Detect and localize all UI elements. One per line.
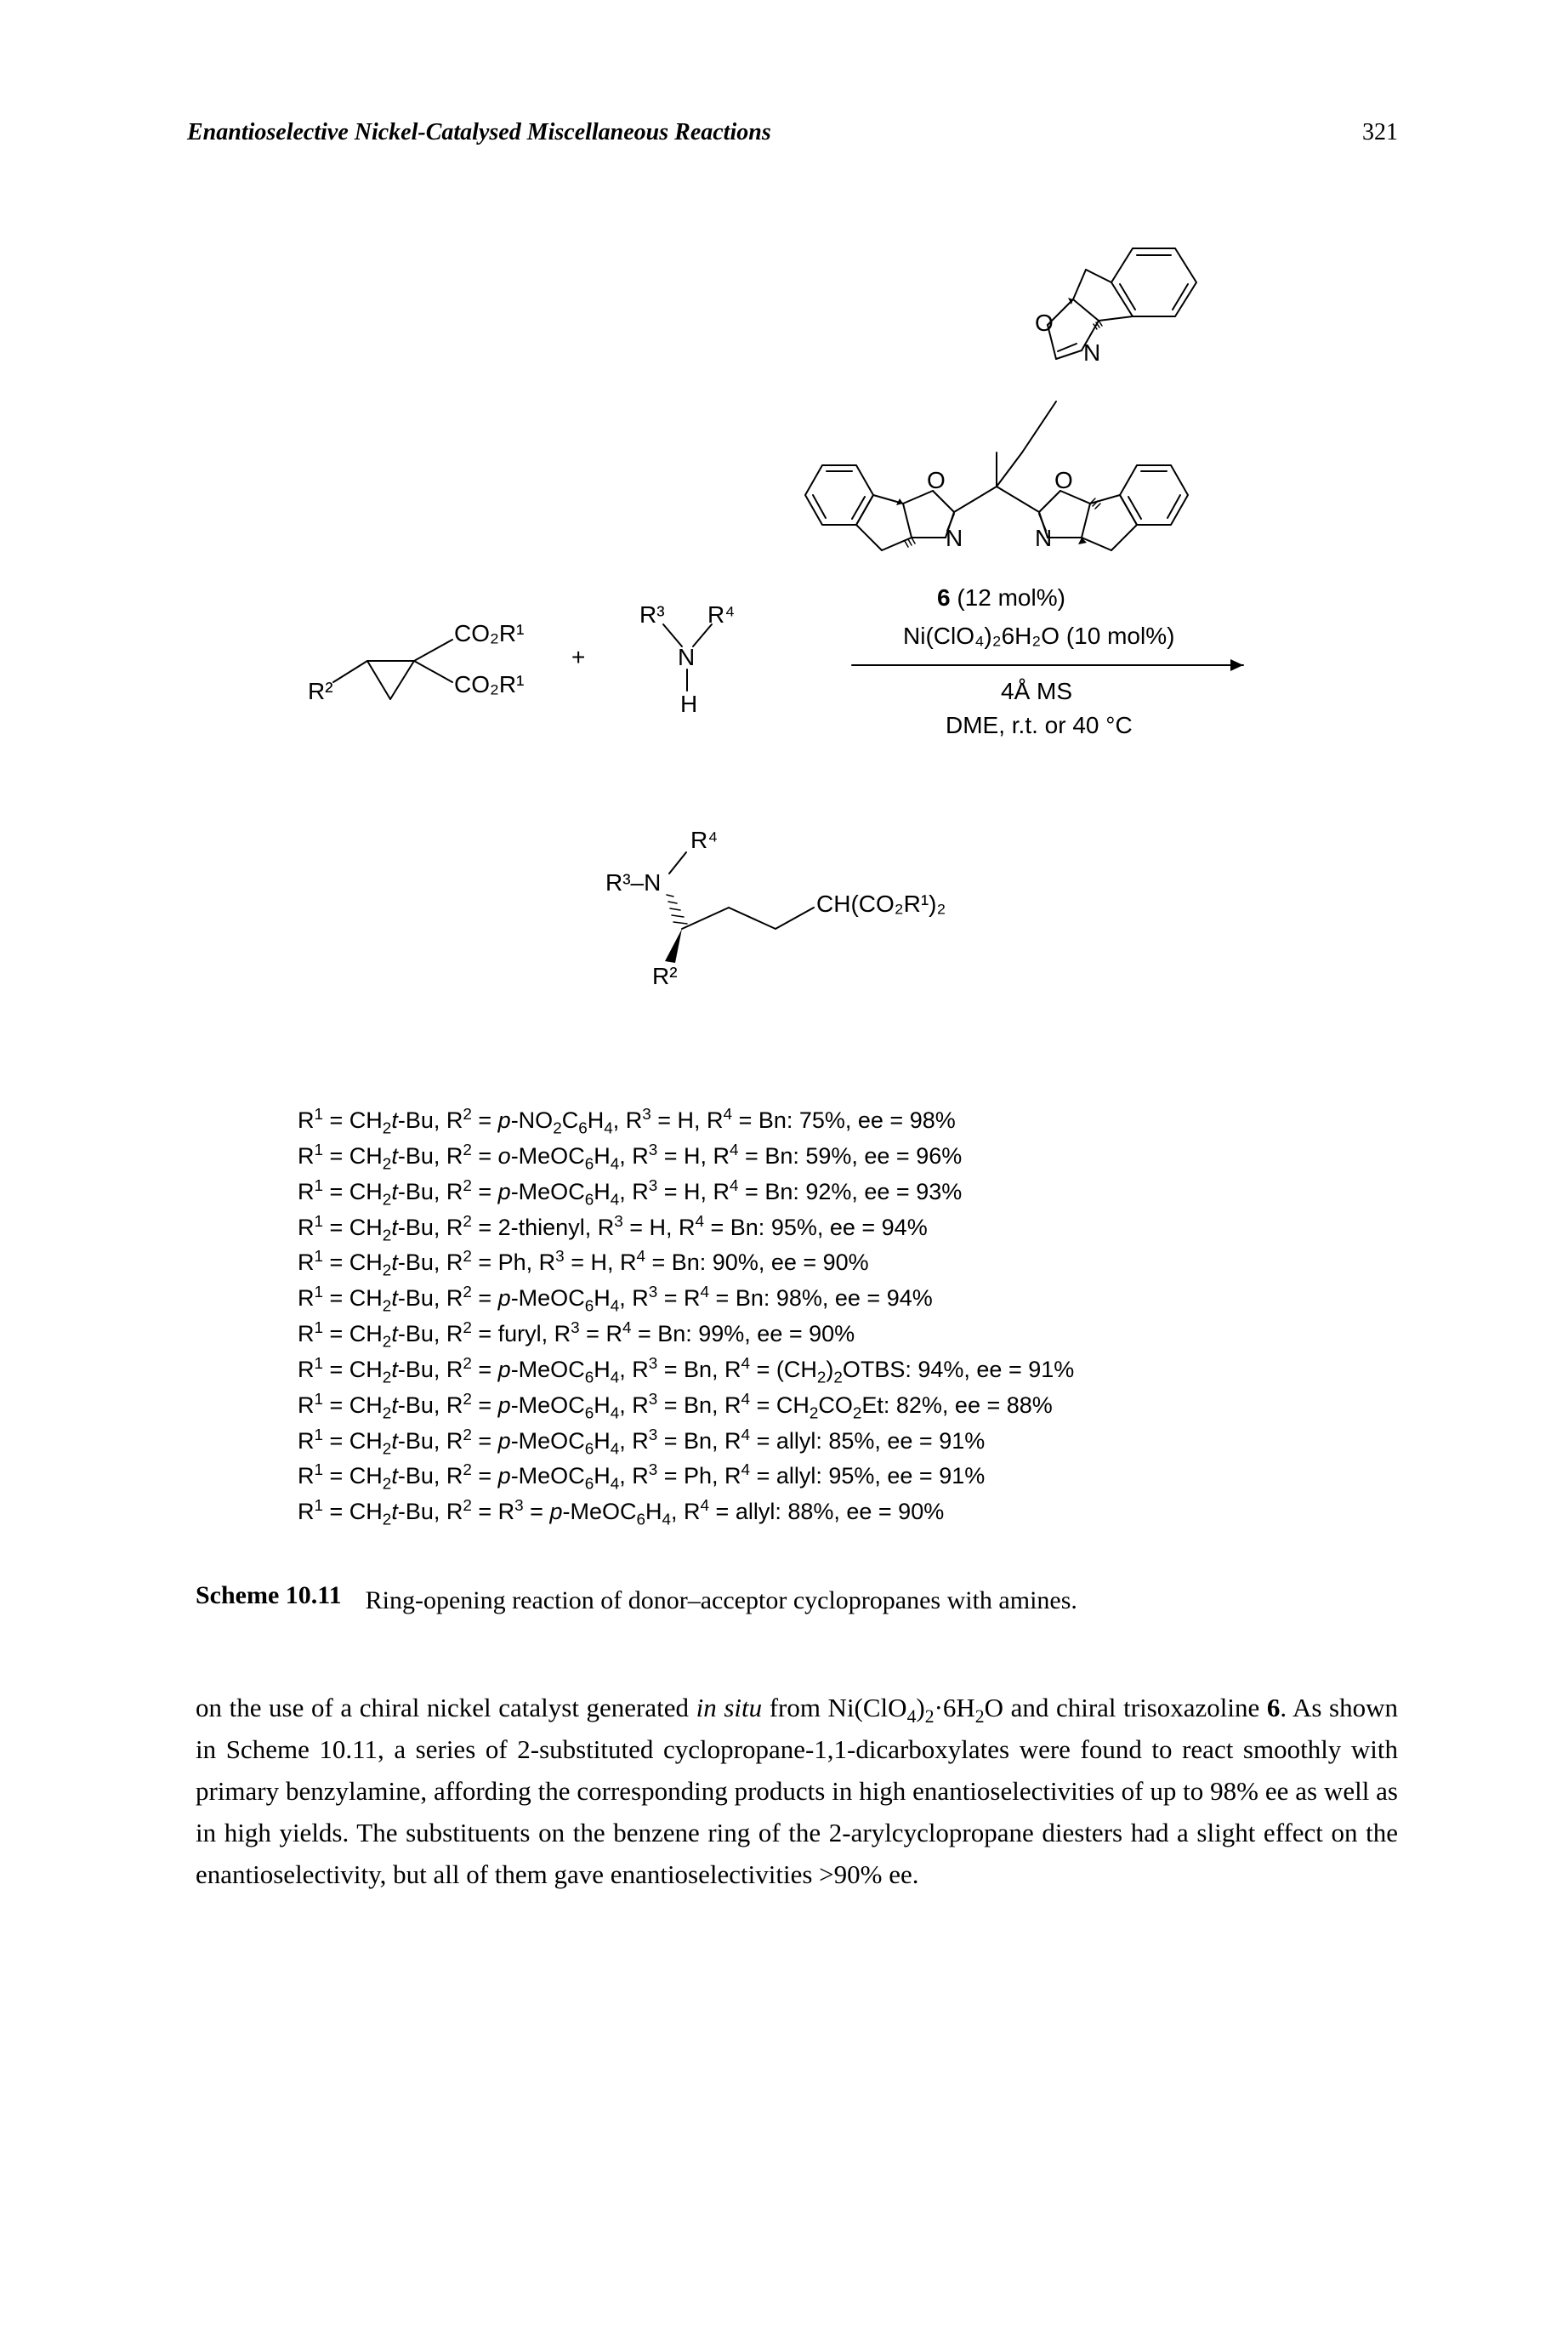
svg-text:6 (12 mol%): 6 (12 mol%) bbox=[937, 584, 1065, 611]
substituent-row: R1 = CH2t-Bu, R2 = o-MeOC6H4, R3 = H, R4… bbox=[298, 1139, 1398, 1175]
substituent-row: R1 = CH2t-Bu, R2 = p-NO2C6H4, R3 = H, R4… bbox=[298, 1103, 1398, 1139]
conditions-1: 4Å MS bbox=[1001, 678, 1072, 704]
amine-H: H bbox=[680, 691, 697, 717]
plus-sign: + bbox=[571, 644, 585, 670]
substituent-row: R1 = CH2t-Bu, R2 = Ph, R3 = H, R4 = Bn: … bbox=[298, 1245, 1398, 1281]
substituent-row: R1 = CH2t-Bu, R2 = p-MeOC6H4, R3 = R4 = … bbox=[298, 1281, 1398, 1317]
product-R4: R⁴ bbox=[690, 827, 718, 853]
substituent-row: R1 = CH2t-Bu, R2 = p-MeOC6H4, R3 = Bn, R… bbox=[298, 1352, 1398, 1388]
product-tail: CH(CO₂R¹)₂ bbox=[816, 891, 946, 917]
ligand-mol: (12 mol%) bbox=[957, 584, 1065, 611]
product-R2: R² bbox=[652, 963, 678, 989]
header-title: Enantioselective Nickel-Catalysed Miscel… bbox=[187, 119, 771, 146]
scheme-caption-text: Ring-opening reaction of donor–acceptor … bbox=[366, 1581, 1077, 1620]
substituent-list: R1 = CH2t-Bu, R2 = p-NO2C6H4, R3 = H, R4… bbox=[298, 1103, 1398, 1530]
substituent-row: R1 = CH2t-Bu, R2 = p-MeOC6H4, R3 = Ph, R… bbox=[298, 1459, 1398, 1494]
svg-text:N: N bbox=[946, 525, 963, 551]
substituent-row: R1 = CH2t-Bu, R2 = p-MeOC6H4, R3 = Bn, R… bbox=[298, 1424, 1398, 1460]
substituent-row: R1 = CH2t-Bu, R2 = 2-thienyl, R3 = H, R4… bbox=[298, 1210, 1398, 1246]
scheme-caption: Scheme 10.11 Ring-opening reaction of do… bbox=[187, 1581, 1398, 1620]
coR1-bottom: CO₂R¹ bbox=[454, 671, 524, 697]
substituent-row: R1 = CH2t-Bu, R2 = p-MeOC6H4, R3 = Bn, R… bbox=[298, 1388, 1398, 1424]
substituent-row: R1 = CH2t-Bu, R2 = R3 = p-MeOC6H4, R4 = … bbox=[298, 1494, 1398, 1530]
R2-label: R² bbox=[308, 678, 333, 704]
substituent-row: R1 = CH2t-Bu, R2 = furyl, R3 = R4 = Bn: … bbox=[298, 1317, 1398, 1352]
amine-R3: R³ bbox=[639, 601, 665, 628]
svg-text:N: N bbox=[1083, 339, 1100, 366]
substituent-row: R1 = CH2t-Bu, R2 = p-MeOC6H4, R3 = H, R4… bbox=[298, 1175, 1398, 1210]
svg-text:N: N bbox=[1035, 525, 1052, 551]
page-number: 321 bbox=[1362, 119, 1398, 146]
svg-text:O: O bbox=[1035, 310, 1054, 336]
body-paragraph: on the use of a chiral nickel catalyst g… bbox=[187, 1688, 1398, 1896]
reaction-scheme-svg: O N bbox=[197, 206, 1388, 1082]
svg-text:O: O bbox=[1054, 467, 1073, 493]
ligand-number: 6 bbox=[937, 584, 951, 611]
catalyst-text: Ni(ClO₄)₂6H₂O (10 mol%) bbox=[903, 623, 1174, 649]
page: Enantioselective Nickel-Catalysed Miscel… bbox=[0, 0, 1568, 2351]
coR1-top: CO₂R¹ bbox=[454, 620, 524, 646]
conditions-2: DME, r.t. or 40 °C bbox=[946, 712, 1133, 738]
running-header: Enantioselective Nickel-Catalysed Miscel… bbox=[187, 119, 1398, 146]
product-R3N: R³–N bbox=[605, 869, 661, 896]
svg-text:O: O bbox=[927, 467, 946, 493]
amine-N: N bbox=[678, 644, 695, 670]
scheme-figure: O N bbox=[187, 206, 1398, 1620]
scheme-label: Scheme 10.11 bbox=[196, 1581, 342, 1610]
